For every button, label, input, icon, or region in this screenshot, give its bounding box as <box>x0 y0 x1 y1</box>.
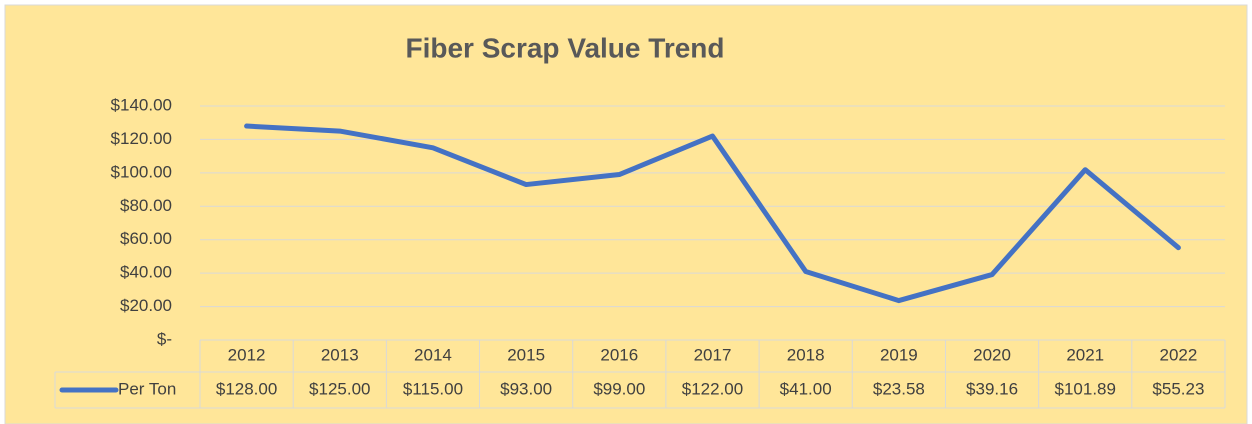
chart-area <box>4 4 1248 424</box>
data-table-value: $93.00 <box>500 379 552 398</box>
legend-label: Per Ton <box>118 379 176 398</box>
x-tick-label: 2017 <box>694 345 732 364</box>
y-tick-label: $100.00 <box>111 162 172 181</box>
data-table-value: $23.58 <box>873 379 925 398</box>
x-tick-label: 2019 <box>880 345 918 364</box>
x-tick-label: 2012 <box>228 345 266 364</box>
y-tick-label: $40.00 <box>120 263 172 282</box>
x-tick-label: 2014 <box>414 345 452 364</box>
x-tick-label: 2015 <box>507 345 545 364</box>
data-table-value: $128.00 <box>216 379 277 398</box>
y-tick-label: $120.00 <box>111 129 172 148</box>
line-series <box>244 123 1181 304</box>
data-table-value: $39.16 <box>966 379 1018 398</box>
x-tick-label: 2018 <box>787 345 825 364</box>
y-tick-label: $60.00 <box>120 229 172 248</box>
data-table-value: $122.00 <box>682 379 743 398</box>
data-table-value: $101.89 <box>1055 379 1116 398</box>
data-table-value: $41.00 <box>780 379 832 398</box>
y-tick-label: $80.00 <box>120 196 172 215</box>
y-tick-label: $- <box>157 329 172 348</box>
data-table-value: $99.00 <box>593 379 645 398</box>
data-table-value: $125.00 <box>309 379 370 398</box>
y-tick-label: $140.00 <box>111 95 172 114</box>
data-table-value: $55.23 <box>1152 379 1204 398</box>
x-tick-label: 2013 <box>321 345 359 364</box>
chart-title: Fiber Scrap Value Trend <box>405 32 724 63</box>
x-tick-label: 2016 <box>600 345 638 364</box>
x-tick-label: 2020 <box>973 345 1011 364</box>
x-tick-label: 2022 <box>1159 345 1197 364</box>
x-tick-label: 2021 <box>1066 345 1104 364</box>
data-table-value: $115.00 <box>403 379 463 398</box>
y-tick-label: $20.00 <box>120 296 172 315</box>
